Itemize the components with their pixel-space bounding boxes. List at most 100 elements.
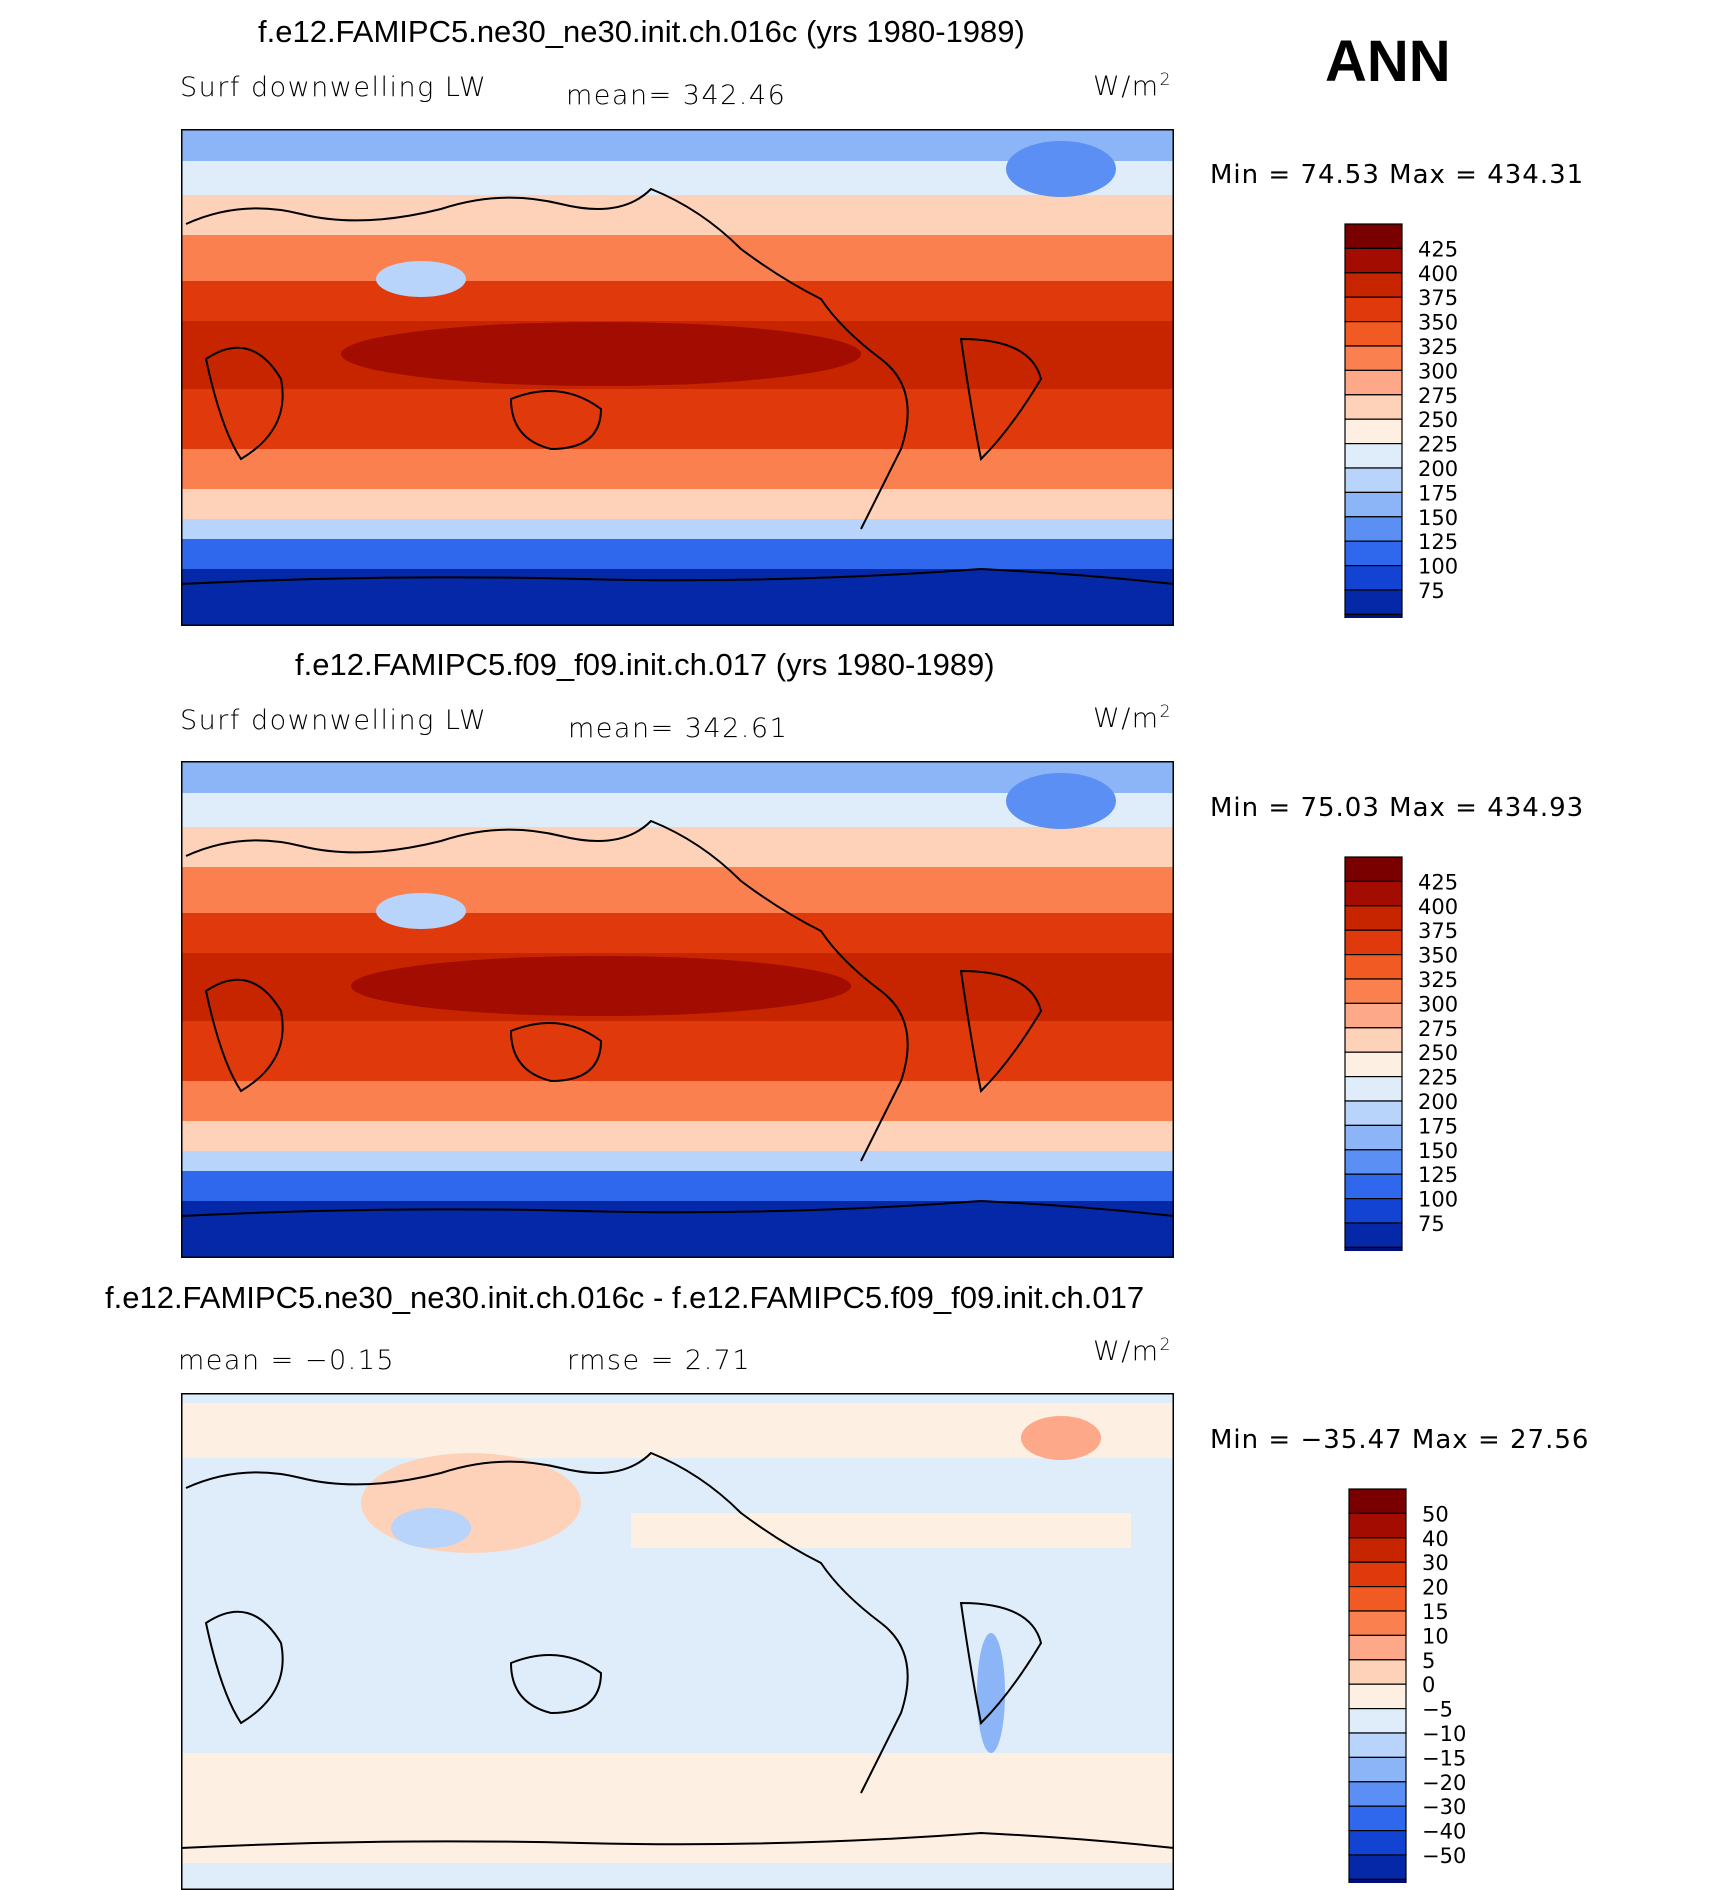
colorbar-2-swatch xyxy=(1344,953,1403,980)
colorbar-3-tick-label: −30 xyxy=(1422,1795,1466,1819)
colorbar-2-swatch xyxy=(1344,1051,1403,1078)
map-frame xyxy=(181,129,1174,626)
colorbar-3-tick-label: 50 xyxy=(1422,1502,1449,1526)
panel-2-map xyxy=(181,761,1174,1258)
band-south-warm xyxy=(181,389,1174,449)
tibet-cold xyxy=(376,893,466,929)
colorbar-1-swatch xyxy=(1344,223,1403,249)
band-south-cool xyxy=(181,489,1174,519)
colorbar-3-swatch xyxy=(1348,1878,1407,1883)
warm-pool xyxy=(341,322,861,386)
colorbar-2-swatch xyxy=(1344,905,1403,931)
panel-3-minmax: Min = −35.47 Max = 27.56 xyxy=(1210,1425,1590,1455)
colorbar-3-tick-label: 20 xyxy=(1422,1576,1449,1600)
colorbar-2-tick-label: 350 xyxy=(1418,944,1458,968)
colorbar-3-swatch xyxy=(1348,1659,1407,1685)
colorbar-1-tick-label: 175 xyxy=(1418,481,1458,505)
colorbar-1-swatch xyxy=(1344,491,1403,518)
colorbar-1-tick-label: 425 xyxy=(1418,237,1458,261)
band-north-polar xyxy=(181,761,1174,793)
coastline xyxy=(185,187,909,530)
diff-north-band xyxy=(181,1403,1174,1458)
colorbar-1-swatch xyxy=(1344,516,1403,542)
colorbar-3-swatch xyxy=(1348,1854,1407,1880)
panel-2-title: f.e12.FAMIPC5.f09_f09.init.ch.017 (yrs 1… xyxy=(295,647,995,682)
panel-1-minmax: Min = 74.53 Max = 434.31 xyxy=(1210,160,1585,190)
coastline xyxy=(959,1601,1043,1726)
diff-andes xyxy=(977,1633,1005,1753)
colorbar-2-tick-label: 375 xyxy=(1418,919,1458,943)
colorbar-3-tick-label: 10 xyxy=(1422,1624,1449,1648)
band-south-subpolar xyxy=(181,1151,1174,1171)
band-sub-tropic xyxy=(181,913,1174,953)
colorbar-3-swatch xyxy=(1348,1610,1407,1636)
warm-pool xyxy=(351,956,851,1016)
colorbar-2-labels: 4254003753503253002752502252001751501251… xyxy=(1418,870,1458,1236)
diff-north-pacific xyxy=(631,1513,1131,1548)
map-frame xyxy=(181,761,1174,1258)
colorbar-3-swatches xyxy=(1348,1488,1407,1883)
colorbar-1-tick-label: 325 xyxy=(1418,335,1458,359)
colorbar-3-tick-label: 0 xyxy=(1422,1673,1435,1697)
colorbar-2-swatch xyxy=(1344,1027,1403,1053)
colorbar-3-tick-label: −50 xyxy=(1422,1844,1466,1868)
band-south-warm xyxy=(181,1021,1174,1081)
colorbar-1-swatch xyxy=(1344,394,1403,420)
colorbar-1-tick-label: 75 xyxy=(1418,579,1445,603)
band-antarctic-edge xyxy=(181,1171,1174,1201)
colorbar-2-swatch xyxy=(1344,1246,1403,1251)
colorbar-3-swatch xyxy=(1348,1756,1407,1783)
colorbar-3-swatch xyxy=(1348,1561,1407,1588)
coastline xyxy=(509,1654,603,1715)
colorbar-2-swatch xyxy=(1344,1222,1403,1248)
colorbar-1-swatch xyxy=(1344,272,1403,298)
panel-3-mean-label: mean = −0.15 xyxy=(178,1345,396,1376)
colorbar-1-swatch xyxy=(1344,369,1403,396)
colorbar-1-swatch xyxy=(1344,296,1403,323)
colorbar-2-tick-label: 225 xyxy=(1418,1066,1458,1090)
colorbar-1-swatch xyxy=(1344,345,1403,371)
colorbar-1: 4254003753503253002752502252001751501251… xyxy=(1344,223,1458,618)
colorbar-1-swatch xyxy=(1344,418,1403,445)
greenland-cold xyxy=(1006,141,1116,197)
colorbar-1-tick-label: 400 xyxy=(1418,262,1458,286)
panel-3-units: W/m2 xyxy=(1093,1335,1172,1367)
tibet-cold xyxy=(376,261,466,297)
colorbar-1-tick-label: 200 xyxy=(1418,457,1458,481)
colorbar-2-tick-label: 325 xyxy=(1418,968,1458,992)
coastline xyxy=(181,1831,1174,1849)
band-south-cool xyxy=(181,1121,1174,1151)
colorbar-1-labels: 4254003753503253002752502252001751501251… xyxy=(1418,237,1458,603)
coastline xyxy=(185,819,909,1162)
panel-3-title: f.e12.FAMIPC5.ne30_ne30.init.ch.016c - f… xyxy=(105,1280,1145,1315)
diff-eurasia-positive xyxy=(361,1453,581,1553)
colorbar-3-swatch xyxy=(1348,1634,1407,1661)
band-antarctica xyxy=(181,569,1174,626)
diff-south-band xyxy=(181,1753,1174,1863)
colorbar-3-tick-label: 15 xyxy=(1422,1600,1449,1624)
diff-tibet-negative xyxy=(391,1508,471,1548)
colorbar-1-swatch xyxy=(1344,589,1403,615)
band-sub-tropic xyxy=(181,281,1174,321)
colorbar-1-swatch xyxy=(1344,247,1403,274)
band-north-warm xyxy=(181,867,1174,913)
colorbar-3-tick-label: −15 xyxy=(1422,1746,1466,1770)
colorbar-3-tick-label: −5 xyxy=(1422,1698,1453,1722)
colorbar-1-swatch xyxy=(1344,565,1403,591)
band-antarctica xyxy=(181,1201,1174,1258)
season-label: ANN xyxy=(1325,29,1451,94)
colorbar-1-tick-label: 100 xyxy=(1418,555,1458,579)
colorbar-1-tick-label: 250 xyxy=(1418,408,1458,432)
colorbar-2-tick-label: 125 xyxy=(1418,1163,1458,1187)
colorbar-2-tick-label: 250 xyxy=(1418,1041,1458,1065)
panel-2-mean-label: mean= 342.61 xyxy=(568,713,789,744)
coastline xyxy=(181,567,1174,585)
colorbar-3-tick-label: −40 xyxy=(1422,1820,1466,1844)
band-north-polar xyxy=(181,129,1174,161)
colorbar-3-swatch xyxy=(1348,1683,1407,1710)
coastline xyxy=(509,390,603,451)
colorbar-2-tick-label: 400 xyxy=(1418,895,1458,919)
colorbar-3-tick-label: 5 xyxy=(1422,1649,1435,1673)
colorbar-1-tick-label: 125 xyxy=(1418,530,1458,554)
